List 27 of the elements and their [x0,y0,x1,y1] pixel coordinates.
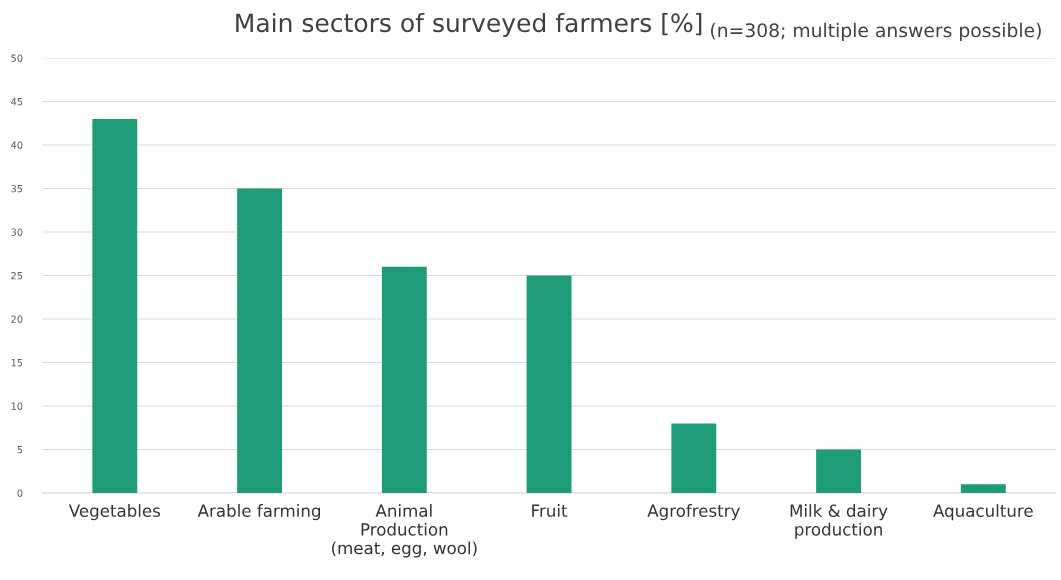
y-tick-label: 5 [17,446,23,454]
bar [960,484,1006,493]
bar [671,423,717,493]
bar [92,118,138,493]
y-tick-label: 45 [11,98,23,106]
y-tick-label: 35 [11,184,23,193]
y-tick-label: 15 [11,359,23,367]
bar [526,275,572,493]
chart-subtitle: (n=308; multiple answers possible) [711,22,1041,41]
y-tick-label: 30 [11,228,23,236]
bar [381,266,427,493]
x-tick-label: Vegetables [68,504,161,521]
chart-title: Main sectors of surveyed farmers [%] [236,12,702,38]
x-tick-label: Agrofrestry [647,504,740,521]
y-tick-label: 0 [17,489,23,497]
y-tick-label: 50 [11,54,23,62]
y-tick-label: 40 [11,141,23,149]
bar [816,449,862,493]
x-tick-label: Fruit [532,504,568,518]
y-tick-label: 10 [11,402,23,410]
y-tick-label: 20 [11,315,23,323]
x-tick-label: Milk & dairy production [790,504,888,539]
y-tick-label: 25 [11,271,23,280]
bar [237,188,282,493]
x-tick-label: Animal Production (meat, egg, wool) [332,504,477,558]
x-tick-label: Aquaculture [933,504,1033,521]
x-tick-label: Arable farming [197,504,320,521]
